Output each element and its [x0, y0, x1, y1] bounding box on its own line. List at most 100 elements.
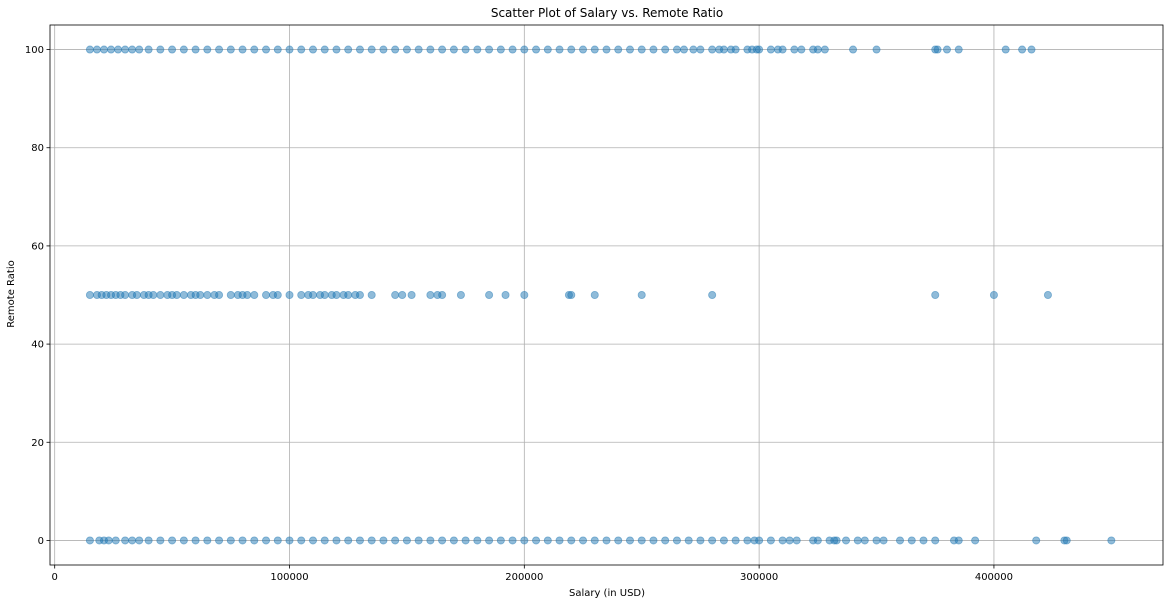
x-axis-label: Salary (in USD) [569, 588, 645, 599]
data-point [532, 45, 541, 54]
data-point [842, 536, 851, 545]
data-point [179, 290, 188, 299]
data-point [262, 45, 271, 54]
data-point [813, 45, 822, 54]
data-point [708, 290, 717, 299]
x-tick-label: 300000 [740, 572, 778, 583]
y-axis-label: Remote Ratio [6, 260, 17, 327]
data-point [590, 536, 599, 545]
data-point [543, 536, 552, 545]
y-axis: 0 20 40 60 80 100 [25, 45, 50, 547]
data-point [379, 45, 388, 54]
data-point [398, 290, 407, 299]
data-point [238, 45, 247, 54]
data-point [215, 45, 224, 54]
data-point [449, 536, 458, 545]
data-point [250, 45, 259, 54]
data-point [391, 290, 400, 299]
data-point [567, 290, 576, 299]
data-point [625, 536, 634, 545]
data-point [285, 536, 294, 545]
data-point [1043, 290, 1052, 299]
data-point [1062, 536, 1071, 545]
data-point [708, 536, 717, 545]
data-point [273, 290, 282, 299]
data-point [508, 45, 517, 54]
data-point [407, 290, 416, 299]
data-point [637, 536, 646, 545]
data-point [679, 45, 688, 54]
data-point [203, 45, 212, 54]
data-point [85, 45, 94, 54]
data-point [226, 290, 235, 299]
data-point [111, 536, 120, 545]
x-axis: 0 100000 200000 300000 400000 [52, 565, 1013, 583]
data-point [931, 536, 940, 545]
data-point [766, 45, 775, 54]
data-point [391, 536, 400, 545]
data-point [820, 45, 829, 54]
data-point [567, 45, 576, 54]
data-point [778, 536, 787, 545]
data-point [391, 45, 400, 54]
data-point [426, 45, 435, 54]
data-point [778, 45, 787, 54]
data-point [273, 536, 282, 545]
data-point [719, 45, 728, 54]
data-point [215, 536, 224, 545]
data-point [203, 536, 212, 545]
data-point [332, 290, 341, 299]
data-point [614, 536, 623, 545]
data-point [649, 536, 658, 545]
data-point [602, 536, 611, 545]
chart-title: Scatter Plot of Salary vs. Remote Ratio [491, 6, 723, 20]
data-point [661, 45, 670, 54]
data-point [128, 45, 137, 54]
data-point [1018, 45, 1027, 54]
data-point [520, 45, 529, 54]
data-point [501, 290, 510, 299]
y-tick-label: 0 [38, 536, 44, 547]
data-point [684, 536, 693, 545]
data-point [879, 536, 888, 545]
data-point [785, 536, 794, 545]
x-tick-label: 200000 [505, 572, 543, 583]
data-point [755, 45, 764, 54]
data-point [461, 45, 470, 54]
data-point [250, 290, 259, 299]
data-point [532, 536, 541, 545]
data-point [1027, 45, 1036, 54]
data-point [332, 45, 341, 54]
data-point [543, 45, 552, 54]
data-point [896, 536, 905, 545]
data-point [297, 290, 306, 299]
data-point [931, 290, 940, 299]
data-point [473, 45, 482, 54]
data-point [971, 536, 980, 545]
data-point [832, 536, 841, 545]
data-point [696, 536, 705, 545]
data-point [579, 45, 588, 54]
data-point [196, 290, 205, 299]
data-point [243, 290, 252, 299]
data-point [872, 536, 881, 545]
data-point [156, 536, 165, 545]
data-point [355, 290, 364, 299]
data-point [114, 45, 123, 54]
data-point [191, 536, 200, 545]
data-point [496, 536, 505, 545]
data-point [100, 45, 109, 54]
data-point [689, 45, 698, 54]
data-point [135, 45, 144, 54]
data-point [285, 45, 294, 54]
data-point [132, 290, 141, 299]
data-point [637, 290, 646, 299]
data-point [355, 45, 364, 54]
data-point [907, 536, 916, 545]
data-point [485, 536, 494, 545]
data-point [1001, 45, 1010, 54]
data-point [179, 536, 188, 545]
data-point [414, 45, 423, 54]
data-point [496, 45, 505, 54]
